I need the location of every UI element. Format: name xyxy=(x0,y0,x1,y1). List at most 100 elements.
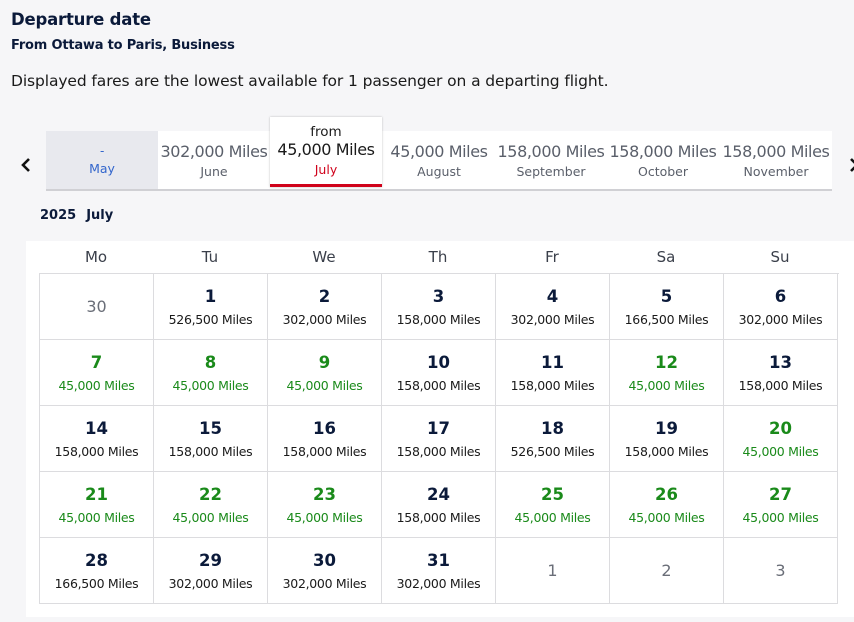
calendar-day[interactable]: 17 158,000 Miles xyxy=(382,406,496,472)
day-number: 12 xyxy=(655,352,678,372)
calendar-day[interactable]: 15 158,000 Miles xyxy=(154,406,268,472)
day-fare: 158,000 Miles xyxy=(54,443,139,459)
calendar-day[interactable]: 20 45,000 Miles xyxy=(724,406,838,472)
calendar-day[interactable]: 19 158,000 Miles xyxy=(610,406,724,472)
day-fare: 45,000 Miles xyxy=(58,377,135,393)
day-number: 26 xyxy=(655,484,678,504)
calendar-day[interactable]: 11 158,000 Miles xyxy=(496,340,610,406)
day-fare: 302,000 Miles xyxy=(282,575,367,591)
calendar-day-outside: 3 xyxy=(724,538,838,604)
calendar-day[interactable]: 14 158,000 Miles xyxy=(40,406,154,472)
month-tab-august[interactable]: 45,000 Miles August xyxy=(383,131,495,189)
calendar-day[interactable]: 31 302,000 Miles xyxy=(382,538,496,604)
month-tab-september[interactable]: 158,000 Miles September xyxy=(495,131,607,189)
next-month-button[interactable] xyxy=(842,148,854,182)
day-fare: 302,000 Miles xyxy=(510,311,595,327)
calendar-day[interactable]: 1 526,500 Miles xyxy=(154,274,268,340)
day-number: 27 xyxy=(769,484,792,504)
calendar-day[interactable]: 4 302,000 Miles xyxy=(496,274,610,340)
day-fare: 45,000 Miles xyxy=(514,509,591,525)
day-number: 17 xyxy=(427,418,450,438)
month-name: July xyxy=(314,162,338,177)
month-fare: 158,000 Miles xyxy=(722,141,830,161)
from-label: from xyxy=(310,124,342,140)
month-tab-june[interactable]: 302,000 Miles June xyxy=(158,131,270,189)
day-fare: 45,000 Miles xyxy=(286,377,363,393)
day-number: 31 xyxy=(427,550,450,570)
month-tab-october[interactable]: 158,000 Miles October xyxy=(607,131,719,189)
day-number: 22 xyxy=(199,484,222,504)
day-number: 3 xyxy=(775,561,786,580)
month-tab-may[interactable]: - May xyxy=(46,131,158,189)
month-fare: 158,000 Miles xyxy=(609,141,717,161)
calendar-year: 2025 xyxy=(40,208,77,223)
day-number: 29 xyxy=(199,550,222,570)
day-fare: 302,000 Miles xyxy=(738,311,823,327)
chevron-right-icon xyxy=(850,158,854,172)
calendar-day-outside: 2 xyxy=(610,538,724,604)
day-number: 5 xyxy=(660,286,673,306)
day-fare: 158,000 Miles xyxy=(396,443,481,459)
month-fare: 302,000 Miles xyxy=(160,141,268,161)
day-number: 8 xyxy=(204,352,217,372)
month-tab-july[interactable]: from 45,000 Miles July xyxy=(270,117,382,187)
calendar-day[interactable]: 28 166,500 Miles xyxy=(40,538,154,604)
calendar-day[interactable]: 8 45,000 Miles xyxy=(154,340,268,406)
day-fare: 302,000 Miles xyxy=(168,575,253,591)
calendar-day[interactable]: 2 302,000 Miles xyxy=(268,274,382,340)
calendar-day[interactable]: 27 45,000 Miles xyxy=(724,472,838,538)
day-number: 9 xyxy=(318,352,331,372)
month-name: September xyxy=(516,163,586,179)
calendar-day[interactable]: 29 302,000 Miles xyxy=(154,538,268,604)
calendar-day[interactable]: 21 45,000 Miles xyxy=(40,472,154,538)
month-tab-november[interactable]: 158,000 Miles November xyxy=(720,131,832,189)
calendar-day[interactable]: 10 158,000 Miles xyxy=(382,340,496,406)
page-title: Departure date xyxy=(11,10,151,29)
day-fare: 45,000 Miles xyxy=(58,509,135,525)
calendar-day[interactable]: 16 158,000 Miles xyxy=(268,406,382,472)
calendar-day[interactable]: 25 45,000 Miles xyxy=(496,472,610,538)
weekday-label: Th xyxy=(428,248,448,266)
day-fare: 45,000 Miles xyxy=(742,443,819,459)
day-number: 1 xyxy=(204,286,217,306)
calendar-day[interactable]: 13 158,000 Miles xyxy=(724,340,838,406)
calendar-day[interactable]: 23 45,000 Miles xyxy=(268,472,382,538)
day-number: 13 xyxy=(769,352,792,372)
calendar-grid: 30 1 526,500 Miles 2 302,000 Miles 3 158,000 M… xyxy=(39,273,839,604)
month-name: June xyxy=(200,163,228,179)
day-fare: 45,000 Miles xyxy=(628,377,705,393)
day-fare: 166,500 Miles xyxy=(624,311,709,327)
previous-month-button[interactable] xyxy=(14,148,38,182)
day-fare: 166,500 Miles xyxy=(54,575,139,591)
day-fare: 302,000 Miles xyxy=(282,311,367,327)
chevron-left-icon xyxy=(21,158,30,172)
calendar-day[interactable]: 26 45,000 Miles xyxy=(610,472,724,538)
day-number: 3 xyxy=(432,286,445,306)
day-number: 11 xyxy=(541,352,564,372)
calendar-day[interactable]: 6 302,000 Miles xyxy=(724,274,838,340)
day-number: 23 xyxy=(313,484,336,504)
calendar-day[interactable]: 22 45,000 Miles xyxy=(154,472,268,538)
day-number: 6 xyxy=(774,286,787,306)
fare-note: Displayed fares are the lowest available… xyxy=(11,72,609,90)
calendar-day[interactable]: 12 45,000 Miles xyxy=(610,340,724,406)
day-number: 16 xyxy=(313,418,336,438)
calendar-day[interactable]: 30 302,000 Miles xyxy=(268,538,382,604)
day-fare: 45,000 Miles xyxy=(172,509,249,525)
calendar-day[interactable]: 24 158,000 Miles xyxy=(382,472,496,538)
calendar-day[interactable]: 9 45,000 Miles xyxy=(268,340,382,406)
calendar-day[interactable]: 3 158,000 Miles xyxy=(382,274,496,340)
day-fare: 526,500 Miles xyxy=(168,311,253,327)
calendar-day[interactable]: 5 166,500 Miles xyxy=(610,274,724,340)
calendar-day[interactable]: 18 526,500 Miles xyxy=(496,406,610,472)
day-number: 21 xyxy=(85,484,108,504)
month-name: May xyxy=(89,161,115,176)
calendar-day[interactable]: 7 45,000 Miles xyxy=(40,340,154,406)
day-fare: 45,000 Miles xyxy=(742,509,819,525)
day-number: 10 xyxy=(427,352,450,372)
calendar-day-outside: 30 xyxy=(40,274,154,340)
weekday-label: Sa xyxy=(656,248,676,266)
route-subtitle: From Ottawa to Paris, Business xyxy=(11,38,235,53)
weekday-label: Fr xyxy=(545,248,559,266)
calendar-day-outside: 1 xyxy=(496,538,610,604)
